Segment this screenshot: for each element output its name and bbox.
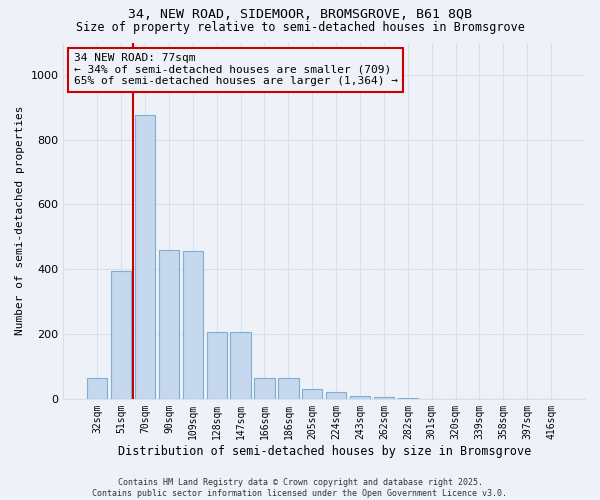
Text: 34 NEW ROAD: 77sqm
← 34% of semi-detached houses are smaller (709)
65% of semi-d: 34 NEW ROAD: 77sqm ← 34% of semi-detache… xyxy=(74,53,398,86)
Bar xyxy=(350,396,370,399)
Text: Contains HM Land Registry data © Crown copyright and database right 2025.
Contai: Contains HM Land Registry data © Crown c… xyxy=(92,478,508,498)
Text: 34, NEW ROAD, SIDEMOOR, BROMSGROVE, B61 8QB: 34, NEW ROAD, SIDEMOOR, BROMSGROVE, B61 … xyxy=(128,8,472,20)
Bar xyxy=(159,250,179,399)
Bar xyxy=(87,378,107,399)
Bar xyxy=(135,116,155,399)
Bar xyxy=(254,378,275,399)
Y-axis label: Number of semi-detached properties: Number of semi-detached properties xyxy=(15,106,25,336)
Bar xyxy=(111,271,131,399)
X-axis label: Distribution of semi-detached houses by size in Bromsgrove: Distribution of semi-detached houses by … xyxy=(118,444,531,458)
Bar xyxy=(374,397,394,399)
Bar xyxy=(206,332,227,399)
Bar xyxy=(326,392,346,399)
Bar xyxy=(182,252,203,399)
Bar xyxy=(230,332,251,399)
Text: Size of property relative to semi-detached houses in Bromsgrove: Size of property relative to semi-detach… xyxy=(76,21,524,34)
Bar xyxy=(278,378,299,399)
Bar xyxy=(398,398,418,399)
Bar xyxy=(302,389,322,399)
